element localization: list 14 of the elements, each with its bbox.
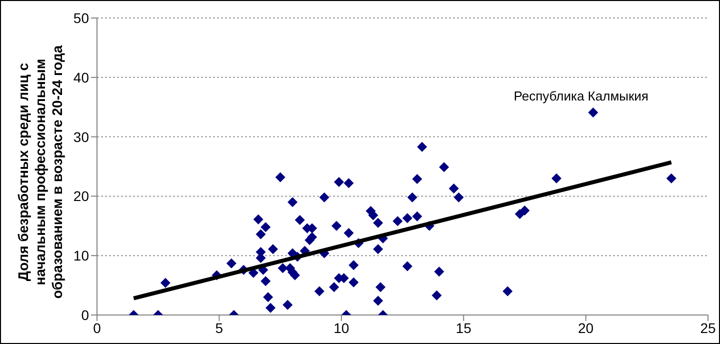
y-tick-label: 0 xyxy=(81,306,90,323)
annotation: Республика Калмыкия xyxy=(514,88,648,104)
x-tick-label: 5 xyxy=(215,320,224,336)
y-tick-label: 40 xyxy=(73,69,90,86)
x-tick-label: 10 xyxy=(334,320,350,336)
y-tick-label: 20 xyxy=(73,188,90,204)
y-tick-label: 50 xyxy=(73,10,90,26)
x-tick-label: 0 xyxy=(93,320,102,336)
x-tick-label: 15 xyxy=(456,320,472,336)
y-axis-title: Доля безработных среди лиц с начальным профессиональным образованием в возрасте 20-24 года xyxy=(14,44,66,301)
y-tick-label: 30 xyxy=(73,128,90,145)
y-tick-label: 10 xyxy=(73,248,90,264)
x-tick-label: 20 xyxy=(578,320,594,336)
x-tick-label: 25 xyxy=(700,320,716,336)
